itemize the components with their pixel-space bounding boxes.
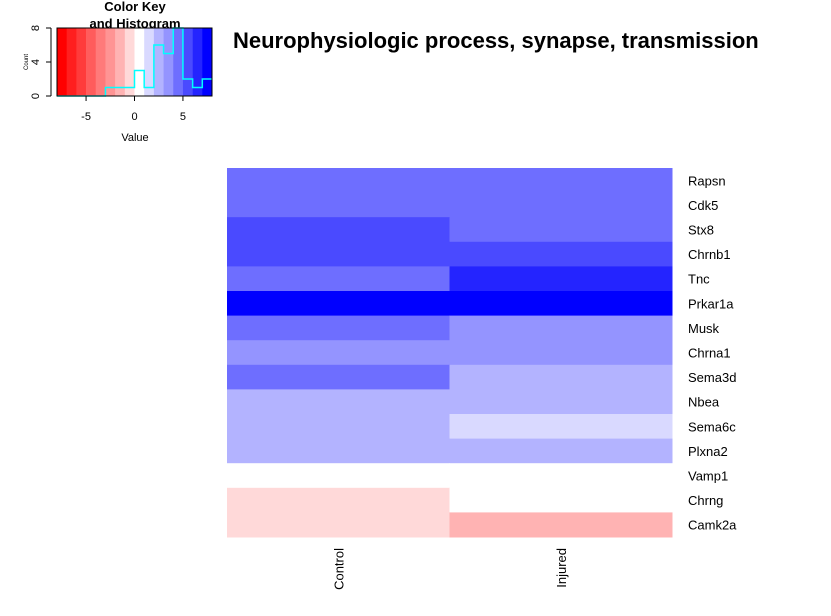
color-key-ylabel: Count bbox=[24, 54, 30, 70]
color-key-swatch bbox=[163, 28, 174, 96]
heatmap-cell-cdk5-control bbox=[227, 192, 450, 218]
column-label-control: Control bbox=[331, 548, 346, 590]
heatmap-cell-chrnb1-injured bbox=[449, 241, 673, 267]
heatmap-cell-sema3d-control bbox=[227, 364, 450, 390]
color-key-swatch bbox=[124, 28, 135, 96]
row-label-rapsn: Rapsn bbox=[688, 173, 726, 188]
row-label-musk: Musk bbox=[688, 321, 720, 336]
heatmap-cell-tnc-injured bbox=[449, 266, 673, 292]
row-label-chrng: Chrng bbox=[688, 493, 723, 508]
heatmap-cell-musk-control bbox=[227, 315, 450, 341]
heatmap-cell-prkar1a-injured bbox=[449, 291, 673, 317]
color-key-swatch bbox=[182, 28, 193, 96]
heatmap-cell-stx8-control bbox=[227, 217, 450, 243]
color-key-swatch bbox=[173, 28, 184, 96]
color-key-swatch bbox=[57, 28, 67, 96]
color-key-swatch bbox=[66, 28, 77, 96]
color-key-title: Color Key bbox=[104, 0, 166, 14]
heatmap-cell-prkar1a-control bbox=[227, 291, 450, 317]
heatmap-cell-chrng-control bbox=[227, 487, 450, 513]
color-key-subtitle: and Histogram bbox=[89, 16, 180, 31]
heatmap-cells bbox=[227, 168, 673, 538]
row-labels: Rapsn Cdk5 Stx8 Chrnb1 Tnc Prkar1a Musk Chrna1 S… bbox=[688, 173, 737, 532]
heatmap-cell-nbea-control bbox=[227, 389, 450, 415]
row-label-sema6c: Sema6c bbox=[688, 419, 736, 434]
heatmap-cell-sema6c-control bbox=[227, 414, 450, 440]
color-key-swatch bbox=[115, 28, 126, 96]
color-key-swatch bbox=[134, 28, 145, 96]
heatmap-cell-chrna1-control bbox=[227, 340, 450, 366]
heatmap-cell-chrna1-injured bbox=[449, 340, 673, 366]
heatmap-cell-tnc-control bbox=[227, 266, 450, 292]
row-label-vamp1: Vamp1 bbox=[688, 469, 728, 484]
column-labels: Control Injured bbox=[331, 548, 569, 590]
row-label-stx8: Stx8 bbox=[688, 223, 714, 238]
row-label-prkar1a: Prkar1a bbox=[688, 296, 734, 311]
heatmap-cell-cdk5-injured bbox=[449, 192, 673, 218]
heatmap-cell-vamp1-control bbox=[227, 463, 450, 489]
heatmap-cell-rapsn-injured bbox=[449, 168, 673, 194]
heatmap-cell-rapsn-control bbox=[227, 168, 450, 194]
heatmap-cell-sema6c-injured bbox=[449, 414, 673, 440]
heatmap-cell-plxna2-control bbox=[227, 438, 450, 464]
row-label-chrnb1: Chrnb1 bbox=[688, 247, 731, 262]
color-key-xtick-label: -5 bbox=[81, 111, 91, 123]
color-key-swatch bbox=[144, 28, 155, 96]
color-key-swatch bbox=[105, 28, 116, 96]
color-key-swatch bbox=[153, 28, 164, 96]
heatmap-cell-camk2a-injured bbox=[449, 512, 673, 538]
row-label-camk2a: Camk2a bbox=[688, 518, 737, 533]
color-key-swatch bbox=[86, 28, 97, 96]
heatmap-cell-nbea-injured bbox=[449, 389, 673, 415]
heatmap-cell-chrnb1-control bbox=[227, 241, 450, 267]
color-key-ytick-label: 4 bbox=[30, 59, 42, 65]
color-key-swatch bbox=[95, 28, 106, 96]
color-key-swatch bbox=[192, 28, 203, 96]
row-label-nbea: Nbea bbox=[688, 395, 720, 410]
color-key-ytick-label: 8 bbox=[30, 25, 42, 31]
color-key-swatch bbox=[76, 28, 87, 96]
chart-title: Neurophysiologic process, synapse, trans… bbox=[233, 28, 759, 53]
color-key-xtick-label: 5 bbox=[180, 111, 186, 123]
heatmap-cell-plxna2-injured bbox=[449, 438, 673, 464]
heatmap-cell-stx8-injured bbox=[449, 217, 673, 243]
row-label-sema3d: Sema3d bbox=[688, 370, 736, 385]
heatmap-cell-musk-injured bbox=[449, 315, 673, 341]
heatmap-cell-chrng-injured bbox=[449, 487, 673, 513]
row-label-cdk5: Cdk5 bbox=[688, 198, 718, 213]
color-key-xtick-label: 0 bbox=[131, 111, 137, 123]
heatmap-cell-vamp1-injured bbox=[449, 463, 673, 489]
column-label-injured: Injured bbox=[554, 548, 569, 588]
heatmap-cell-sema3d-injured bbox=[449, 364, 673, 390]
color-key-swatch bbox=[202, 28, 213, 96]
row-label-chrna1: Chrna1 bbox=[688, 346, 731, 361]
heatmap-cell-camk2a-control bbox=[227, 512, 450, 538]
row-label-plxna2: Plxna2 bbox=[688, 444, 728, 459]
row-label-tnc: Tnc bbox=[688, 272, 710, 287]
color-key: -5 0 5 0 4 8 bbox=[30, 25, 213, 123]
color-key-xlabel: Value bbox=[121, 132, 148, 144]
color-key-ytick-label: 0 bbox=[30, 93, 42, 99]
